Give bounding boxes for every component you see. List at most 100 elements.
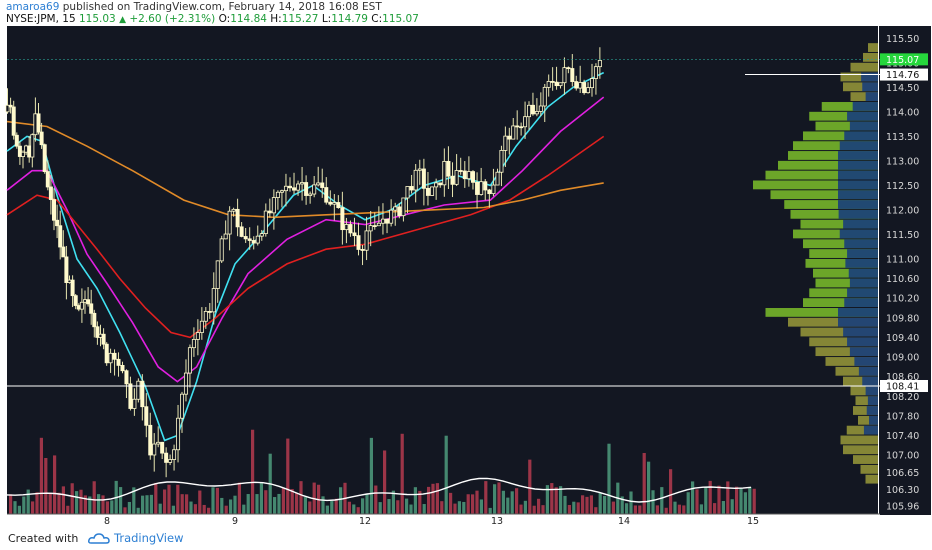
candle-body — [231, 208, 236, 212]
volume-bar — [563, 495, 567, 514]
candle-body — [393, 206, 398, 211]
candle-body — [352, 232, 357, 237]
volume-profile-bar — [846, 425, 878, 435]
volume-profile-value-bar — [838, 170, 878, 180]
candle-body — [470, 171, 475, 183]
volume-bar — [180, 494, 184, 514]
candle-body — [340, 207, 345, 231]
volume-profile-bar — [770, 190, 878, 200]
volume-profile-value-bar — [858, 366, 878, 376]
tradingview-logo[interactable]: TradingView — [88, 531, 183, 545]
volume-bar — [352, 504, 356, 514]
volume-bar — [281, 487, 285, 514]
chart-footer: Created with TradingView — [0, 527, 932, 550]
y-tick-label: 110.20 — [886, 294, 919, 305]
plot-area — [7, 26, 878, 514]
candle-body — [45, 171, 50, 188]
volume-bar — [594, 507, 598, 514]
candle-body — [574, 81, 579, 89]
volume-bar — [211, 487, 215, 514]
candle-body — [64, 256, 69, 283]
y-tick-label: 106.65 — [886, 468, 919, 479]
volume-bar — [466, 494, 470, 514]
x-axis-bar — [7, 514, 880, 527]
price-tag — [880, 379, 928, 392]
volume-profile-bar — [788, 151, 878, 160]
symbol-label[interactable]: NYSE:JPM, 15 — [6, 13, 76, 25]
volume-profile-bar — [778, 160, 878, 170]
candle-body — [462, 170, 467, 180]
volume-bar — [735, 486, 739, 514]
candle-body — [507, 135, 512, 140]
low-value: 114.79 — [331, 13, 368, 25]
author-link[interactable]: amaroa69 — [6, 1, 60, 13]
price-tag — [880, 53, 928, 66]
candle-body — [39, 131, 44, 146]
candle-body — [296, 183, 301, 191]
volume-bar — [576, 502, 580, 514]
volume-profile-bar — [853, 455, 878, 464]
candle-body — [156, 441, 161, 445]
candle-body — [534, 111, 539, 115]
volume-bar — [264, 490, 268, 514]
candle-body — [421, 168, 426, 189]
candle-body — [475, 181, 480, 195]
candle-body — [79, 301, 84, 310]
volume-ma-line — [6, 477, 752, 503]
volume-bar — [695, 489, 699, 514]
volume-profile-value-bar — [844, 298, 878, 308]
volume-bar — [369, 437, 373, 514]
x-tick-label: 12 — [359, 516, 371, 527]
candle-body — [413, 169, 418, 191]
volume-bar — [457, 501, 461, 514]
volume-bar — [633, 505, 637, 514]
volume-bar — [334, 498, 338, 514]
volume-bar — [259, 482, 263, 514]
volume-profile-bar — [809, 288, 878, 298]
candle-body — [73, 295, 78, 306]
candle-body — [550, 81, 555, 83]
volume-profile-value-bar — [838, 190, 878, 200]
volume-bar — [523, 500, 527, 514]
volume-bar — [119, 487, 123, 514]
volume-bar — [598, 492, 602, 514]
volume-profile-bar — [850, 92, 878, 102]
volume-bar — [277, 493, 281, 514]
price-tag-label: 108.41 — [886, 381, 919, 392]
candle-body — [332, 202, 337, 205]
volume-profile-value-bar — [845, 258, 878, 268]
price-chart[interactable]: 115.50115.00114.50114.00113.50113.00112.… — [0, 26, 932, 527]
volume-profile-bar — [863, 52, 878, 62]
high-label: H: — [270, 13, 282, 25]
candle-body — [116, 358, 121, 366]
volume-bar — [660, 487, 664, 514]
candle-body — [128, 383, 133, 409]
candle-body — [348, 224, 353, 234]
volume-bar — [193, 504, 197, 514]
candle-body — [546, 81, 551, 88]
volume-bar — [35, 492, 39, 514]
volume-bar — [75, 491, 79, 514]
publish-info: amaroa69 published on TradingView.com, F… — [6, 1, 382, 13]
volume-bar — [176, 484, 180, 514]
volume-bar — [400, 433, 404, 514]
volume-profile-value-bar — [854, 357, 878, 366]
volume-bar — [444, 435, 448, 514]
y-tick-label: 113.50 — [886, 132, 919, 143]
y-tick-label: 112.50 — [886, 181, 919, 192]
candle-body — [160, 441, 165, 454]
up-triangle-icon: ▲ — [119, 15, 126, 25]
volume-bar — [61, 486, 65, 514]
volume-profile-bar — [865, 474, 878, 484]
volume-profile-value-bar — [866, 406, 878, 415]
candle-body — [593, 66, 598, 79]
candle-body — [86, 299, 91, 305]
candle-body — [95, 326, 100, 338]
candle-body — [446, 160, 451, 177]
volume-profile-value-bar — [843, 219, 878, 229]
candle-body — [239, 226, 244, 237]
candle-body — [172, 449, 177, 460]
candle-body — [554, 81, 559, 87]
candle-body — [320, 182, 325, 188]
volume-bar — [132, 487, 136, 514]
